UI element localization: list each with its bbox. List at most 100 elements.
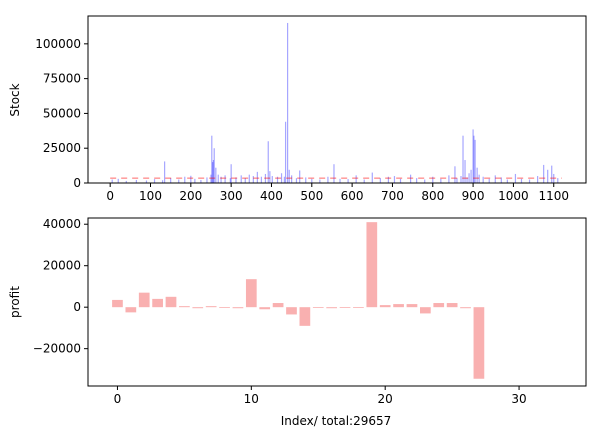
stock-bar (296, 178, 297, 183)
stock-bar (218, 175, 219, 183)
stock-bar (400, 179, 401, 183)
stock-bar (551, 166, 552, 183)
profit-bar (326, 307, 337, 308)
profit-bar (420, 307, 431, 313)
stock-y-tick-label: 0 (73, 176, 81, 190)
stock-bar (206, 177, 207, 183)
stock-x-tick-label: 1000 (498, 189, 529, 203)
stock-bar (347, 179, 348, 183)
stock-subplot: 0 100 200 300 400 500 600 700 800 900 1000 1100 0 250… (35, 16, 586, 203)
stock-bar (507, 180, 508, 183)
stock-bar (269, 171, 270, 183)
profit-bar (447, 303, 458, 307)
stock-bar (327, 177, 328, 183)
stock-bar (245, 178, 246, 183)
stock-bar (272, 176, 273, 183)
profit-y-tick-label: 20000 (43, 259, 81, 273)
stock-bar (225, 175, 226, 183)
stock-bar (164, 161, 165, 183)
stock-bar (291, 175, 292, 183)
profit-x-tick-label: 10 (244, 392, 259, 406)
stock-bar (547, 170, 548, 183)
stock-bar (333, 164, 334, 183)
stock-bar (483, 177, 484, 183)
stock-bar (268, 141, 269, 183)
stock-bar (456, 178, 457, 183)
profit-bar (273, 303, 284, 307)
stock-bar (194, 179, 195, 183)
profit-y-tick-label: −20000 (33, 342, 81, 356)
stock-bar (364, 180, 365, 183)
stock-bar (454, 166, 455, 183)
profit-bar (286, 307, 297, 314)
stock-x-tick-label: 900 (462, 189, 485, 203)
stock-bar (424, 180, 425, 183)
stock-bar (477, 168, 478, 183)
stock-y-axis-label: Stock (8, 83, 22, 116)
stock-y-tick-label: 100000 (35, 37, 81, 51)
stock-bar (495, 175, 496, 183)
profit-bar (353, 307, 364, 308)
stock-bar (118, 179, 119, 183)
stock-x-tick-label: 300 (220, 189, 243, 203)
stock-bar (479, 175, 480, 183)
profit-bar (179, 306, 190, 307)
stock-bar (112, 180, 113, 183)
profit-bar (219, 307, 230, 308)
stock-bar (521, 179, 522, 183)
stock-bar (470, 170, 471, 183)
stock-bar (284, 177, 285, 183)
stock-bar (289, 170, 290, 183)
profit-x-tick-label: 30 (511, 392, 526, 406)
stock-x-tick-label: 600 (341, 189, 364, 203)
profit-bar (206, 306, 217, 307)
stock-bar (170, 178, 171, 183)
stock-bar (448, 175, 449, 183)
profit-bar (340, 307, 351, 308)
profit-x-axis-label: Index/ total:29657 (281, 414, 392, 428)
stock-bar (537, 176, 538, 183)
stock-bar (241, 175, 242, 183)
stock-bar (416, 178, 417, 183)
stock-bar (339, 179, 340, 183)
stock-bar (356, 175, 357, 183)
profit-bar (166, 297, 177, 307)
stock-bar (261, 177, 262, 183)
stock-bar (440, 179, 441, 183)
profit-y-tick-label: 40000 (43, 217, 81, 231)
profit-bar (380, 305, 391, 307)
stock-bar (231, 164, 232, 183)
stock-bar (190, 176, 191, 183)
profit-bar (246, 279, 257, 307)
stock-bar (557, 178, 558, 183)
stock-bar (473, 136, 474, 183)
stock-y-tick-label: 50000 (43, 106, 81, 120)
profit-subplot: 0 10 20 30 −20000 0 20000 40000 (33, 217, 586, 406)
stock-bar (468, 173, 469, 183)
profit-x-tick-label: 0 (114, 392, 122, 406)
stock-x-tick-label: 800 (421, 189, 444, 203)
stock-x-tick-label: 700 (381, 189, 404, 203)
stock-bar (462, 136, 463, 183)
stock-x-tick-label: 100 (139, 189, 162, 203)
stock-bar (178, 180, 179, 183)
profit-bar (433, 303, 444, 307)
stock-bar (460, 176, 461, 183)
profit-bar (112, 300, 123, 307)
stock-bar (464, 160, 465, 183)
stock-bar (299, 170, 300, 183)
stock-x-tick-label: 200 (179, 189, 202, 203)
stock-bar (305, 177, 306, 183)
stock-x-tick-label: 1100 (538, 189, 569, 203)
profit-bar (192, 307, 203, 308)
profit-bar (313, 307, 324, 308)
stock-frame (88, 16, 586, 183)
stock-bar (475, 140, 476, 183)
profit-bar (233, 307, 244, 308)
stock-x-tick-label: 400 (260, 189, 283, 203)
stock-bar (489, 179, 490, 183)
profit-bar (407, 304, 418, 307)
stock-bar (285, 122, 286, 183)
profit-y-tick-label: 0 (73, 300, 81, 314)
